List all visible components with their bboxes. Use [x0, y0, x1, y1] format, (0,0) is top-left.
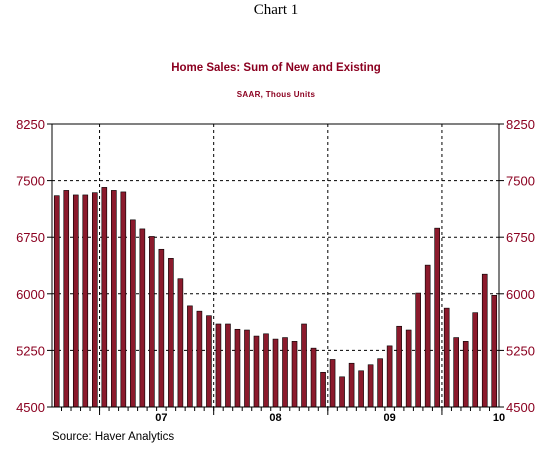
bar — [139, 228, 146, 408]
bar — [358, 370, 364, 408]
y-tick-label-right: 6000 — [506, 287, 535, 302]
y-axis-left: 8250 7500 6750 6000 5250 4500 — [16, 117, 45, 415]
bar — [424, 264, 431, 408]
chart-title: Home Sales: Sum of New and Existing — [171, 62, 381, 74]
bar — [168, 258, 174, 408]
bar — [272, 338, 279, 408]
bar — [282, 337, 288, 408]
bar — [263, 333, 269, 408]
bar — [396, 325, 402, 408]
y-tick-label-left: 6750 — [16, 230, 45, 245]
bar — [405, 329, 412, 408]
bar — [301, 323, 307, 408]
bar — [491, 295, 498, 408]
bar — [291, 341, 298, 408]
source-note: Source: Haver Analytics — [52, 431, 175, 443]
y-tick-label-right: 7500 — [506, 174, 535, 189]
bar — [111, 190, 117, 408]
y-tick-label-right: 4500 — [506, 400, 535, 415]
bar — [63, 190, 70, 408]
bar — [415, 292, 421, 408]
y-tick-label-left: 8250 — [16, 117, 45, 132]
x-axis: 07 08 09 10 — [155, 412, 505, 424]
bar — [253, 335, 260, 408]
bar — [149, 236, 155, 408]
bar — [386, 345, 393, 408]
bar — [481, 273, 488, 408]
bar — [196, 310, 203, 408]
bar — [377, 358, 383, 408]
page-title: Chart 1 — [253, 2, 299, 18]
bars — [53, 187, 498, 408]
bar — [339, 376, 345, 408]
bar — [367, 364, 374, 408]
bar — [72, 194, 79, 408]
chart-subtitle: SAAR, Thous Units — [236, 90, 316, 99]
x-tick-label: 10 — [493, 412, 505, 424]
bar — [130, 219, 136, 408]
bar — [92, 192, 98, 408]
x-tick-label: 09 — [384, 412, 396, 424]
bar — [462, 341, 469, 408]
plot-frame — [51, 123, 500, 408]
bar — [215, 323, 222, 408]
y-tick-label-right: 6750 — [506, 230, 535, 245]
bar — [101, 187, 108, 408]
bar — [53, 195, 60, 408]
y-tick-label-left: 4500 — [16, 400, 45, 415]
bar — [82, 194, 89, 408]
y-axis-right: 8250 7500 6750 6000 5250 4500 — [506, 117, 535, 415]
y-tick-label-left: 7500 — [16, 174, 45, 189]
x-tick-label: 08 — [269, 412, 281, 424]
bar — [206, 315, 212, 408]
bar — [244, 329, 250, 408]
y-tick-label-left: 5250 — [16, 343, 45, 358]
bar — [453, 337, 460, 408]
bar — [310, 347, 317, 408]
bar — [225, 323, 231, 408]
bar — [234, 328, 241, 408]
bar — [320, 371, 326, 408]
y-tick-label-left: 6000 — [16, 287, 45, 302]
bar — [177, 278, 184, 408]
y-tick-label-right: 8250 — [506, 117, 535, 132]
x-tick-label: 07 — [155, 412, 167, 424]
y-tick-label-right: 5250 — [506, 343, 535, 358]
bar — [120, 191, 127, 408]
bar — [187, 305, 193, 408]
bar — [472, 312, 479, 408]
bar — [434, 227, 440, 408]
tick-marks — [47, 123, 504, 415]
bar — [348, 362, 355, 408]
gridlines — [52, 124, 499, 407]
bar — [329, 359, 336, 408]
bar — [158, 248, 165, 408]
bar — [443, 307, 450, 408]
